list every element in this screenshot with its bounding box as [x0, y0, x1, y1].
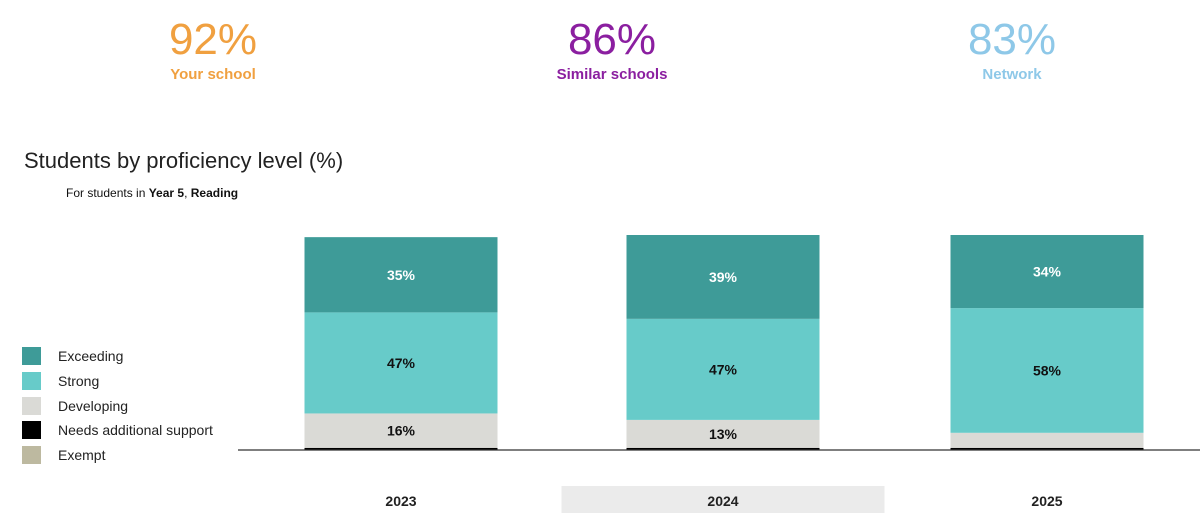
bar-segment: [304, 447, 498, 450]
bar-segment: [626, 235, 820, 319]
legend-swatch: [22, 372, 41, 391]
bar-segment: [950, 235, 1144, 309]
x-tick-label: 2023: [385, 493, 416, 509]
legend-swatch: [22, 446, 41, 465]
chart-subtitle: For students in Year 5, Reading: [66, 186, 238, 200]
bar-segment: [626, 419, 820, 448]
kpi-label: Similar schools: [556, 66, 668, 83]
legend-item[interactable]: Developing: [22, 393, 213, 418]
data-label: 13%: [709, 426, 738, 442]
legend-item[interactable]: Needs additional support: [22, 418, 213, 443]
legend-label: Needs additional support: [58, 422, 213, 439]
bar-segment: [626, 447, 820, 450]
data-label: 47%: [387, 355, 416, 371]
legend-item[interactable]: Exempt: [22, 443, 213, 468]
legend-item[interactable]: Exceeding: [22, 344, 213, 369]
bar-segment: [626, 318, 820, 420]
bar-segment: [304, 237, 498, 313]
legend-label: Exceeding: [58, 348, 124, 365]
data-label: 35%: [387, 267, 416, 283]
bar-segment: [950, 308, 1144, 433]
kpi-network: 83% Network: [892, 14, 1132, 83]
legend-item[interactable]: Strong: [22, 369, 213, 394]
kpi-value: 92%: [168, 15, 258, 64]
legend-swatch: [22, 347, 41, 366]
kpi-similar-schools: 86% Similar schools: [492, 14, 732, 83]
chart-title: Students by proficiency level (%): [24, 148, 344, 173]
chart-legend: Exceeding Strong Developing Needs additiona…: [22, 344, 213, 467]
x-tick-label: 2024: [707, 493, 738, 509]
subtitle-year: Year 5: [148, 186, 185, 200]
legend-label: Strong: [58, 373, 100, 390]
legend-label: Exempt: [58, 447, 106, 464]
bar-segment: [304, 312, 498, 414]
kpi-value: 83%: [967, 15, 1057, 64]
data-label: 58%: [1033, 362, 1062, 378]
category-highlight: [561, 486, 885, 513]
subtitle-subject: Reading: [190, 186, 239, 200]
bar-segment: [950, 432, 1144, 448]
kpi-your-school: 92% Your school: [93, 14, 333, 83]
legend-label: Developing: [58, 397, 129, 414]
kpi-label: Your school: [170, 66, 256, 83]
x-tick-label: 2025: [1031, 493, 1062, 509]
data-label: 39%: [709, 269, 738, 285]
bar-segment: [950, 447, 1144, 450]
subtitle-prefix: For students in: [66, 186, 149, 200]
kpi-value: 86%: [567, 15, 657, 64]
kpi-label: Network: [982, 66, 1042, 83]
legend-swatch: [22, 421, 41, 440]
subtitle-sep: ,: [184, 186, 191, 200]
data-label: 34%: [1033, 264, 1062, 280]
data-label: 47%: [709, 361, 738, 377]
bar-segment: [304, 413, 498, 448]
legend-swatch: [22, 396, 41, 415]
data-label: 16%: [387, 423, 416, 439]
